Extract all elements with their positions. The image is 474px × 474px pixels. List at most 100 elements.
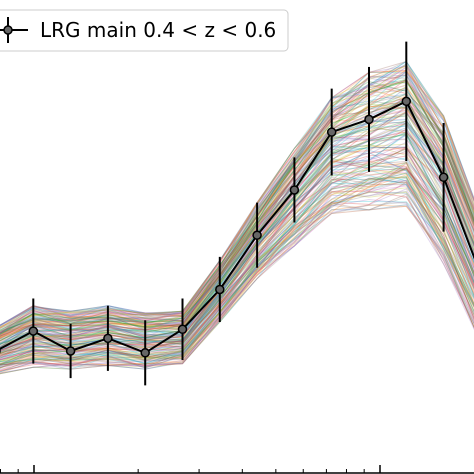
model-line (0, 63, 474, 329)
model-line (0, 201, 474, 373)
model-line (0, 104, 474, 348)
model-line (0, 174, 474, 364)
model-line (0, 107, 474, 342)
model-line (0, 134, 474, 352)
model-line (0, 94, 474, 332)
model-line (0, 185, 474, 369)
model-line (0, 172, 474, 359)
model-line (0, 71, 474, 333)
model-line (0, 131, 474, 351)
model-line (0, 93, 474, 335)
model-line (0, 74, 474, 329)
model-line (0, 181, 474, 367)
model-line (0, 69, 474, 326)
model-line (0, 76, 474, 334)
model-line (0, 105, 474, 339)
model-line (0, 170, 474, 361)
model-line (0, 65, 474, 328)
model-line (0, 106, 474, 336)
model-line (0, 127, 474, 349)
model-line (0, 168, 474, 361)
model-line (0, 205, 474, 372)
model-line (0, 63, 474, 326)
model-line (0, 95, 474, 337)
model-line (0, 60, 474, 327)
model-line (0, 175, 474, 365)
model-line (0, 109, 474, 339)
model-line (0, 73, 474, 327)
model-line (0, 65, 474, 326)
model-line (0, 150, 474, 358)
data-point (103, 333, 113, 344)
model-line (0, 167, 474, 362)
model-line (0, 204, 474, 374)
model-line (0, 149, 474, 353)
model-line (0, 138, 474, 349)
model-line (0, 112, 474, 346)
data-point (215, 284, 225, 295)
model-line (0, 183, 474, 366)
model-line (0, 161, 474, 363)
model-line (0, 112, 474, 346)
model-line (0, 177, 474, 365)
model-line (0, 80, 474, 331)
model-line (0, 176, 474, 367)
model-line (0, 97, 474, 338)
model-line (0, 69, 474, 330)
model-line (0, 70, 474, 333)
model-line (0, 77, 474, 334)
model-line (0, 84, 474, 336)
model-line (0, 177, 474, 369)
model-line (0, 60, 474, 326)
model-line (0, 190, 474, 372)
model-line (0, 83, 474, 335)
model-line (0, 134, 474, 354)
model-line (0, 118, 474, 346)
model-line (0, 147, 474, 355)
model-line (0, 95, 474, 339)
model-line (0, 125, 474, 345)
model-line (0, 177, 474, 368)
model-line (0, 109, 474, 339)
model-line (0, 74, 474, 334)
model-line (0, 156, 474, 360)
model-line (0, 146, 474, 359)
model-line (0, 196, 474, 373)
model-line (0, 70, 474, 329)
model-line (0, 120, 474, 348)
model-line (0, 162, 474, 362)
model-line (0, 152, 474, 357)
model-line (0, 146, 474, 349)
model-line (0, 86, 474, 342)
data-point (177, 324, 188, 335)
model-line (0, 60, 474, 326)
data-point (289, 185, 300, 195)
model-line (0, 198, 474, 374)
model-line (0, 169, 474, 366)
model-line (0, 128, 474, 352)
model-line (0, 78, 474, 338)
model-line (0, 168, 474, 358)
data-point (140, 348, 150, 358)
model-line (0, 78, 474, 337)
model-line (0, 155, 474, 355)
model-line (0, 93, 474, 334)
model-line (0, 112, 474, 342)
model-line (0, 80, 474, 336)
model-line (0, 98, 474, 346)
model-line (0, 175, 474, 364)
model-line (0, 168, 474, 363)
model-line (0, 80, 474, 335)
model-line (0, 166, 474, 365)
model-line (0, 183, 474, 369)
model-line (0, 200, 474, 373)
data-point (252, 230, 262, 240)
model-line (0, 103, 474, 344)
model-line (0, 133, 474, 352)
model-line (0, 80, 474, 327)
model-line (0, 79, 474, 332)
data-point (28, 326, 39, 336)
model-line (0, 80, 474, 336)
model-line (0, 120, 474, 345)
